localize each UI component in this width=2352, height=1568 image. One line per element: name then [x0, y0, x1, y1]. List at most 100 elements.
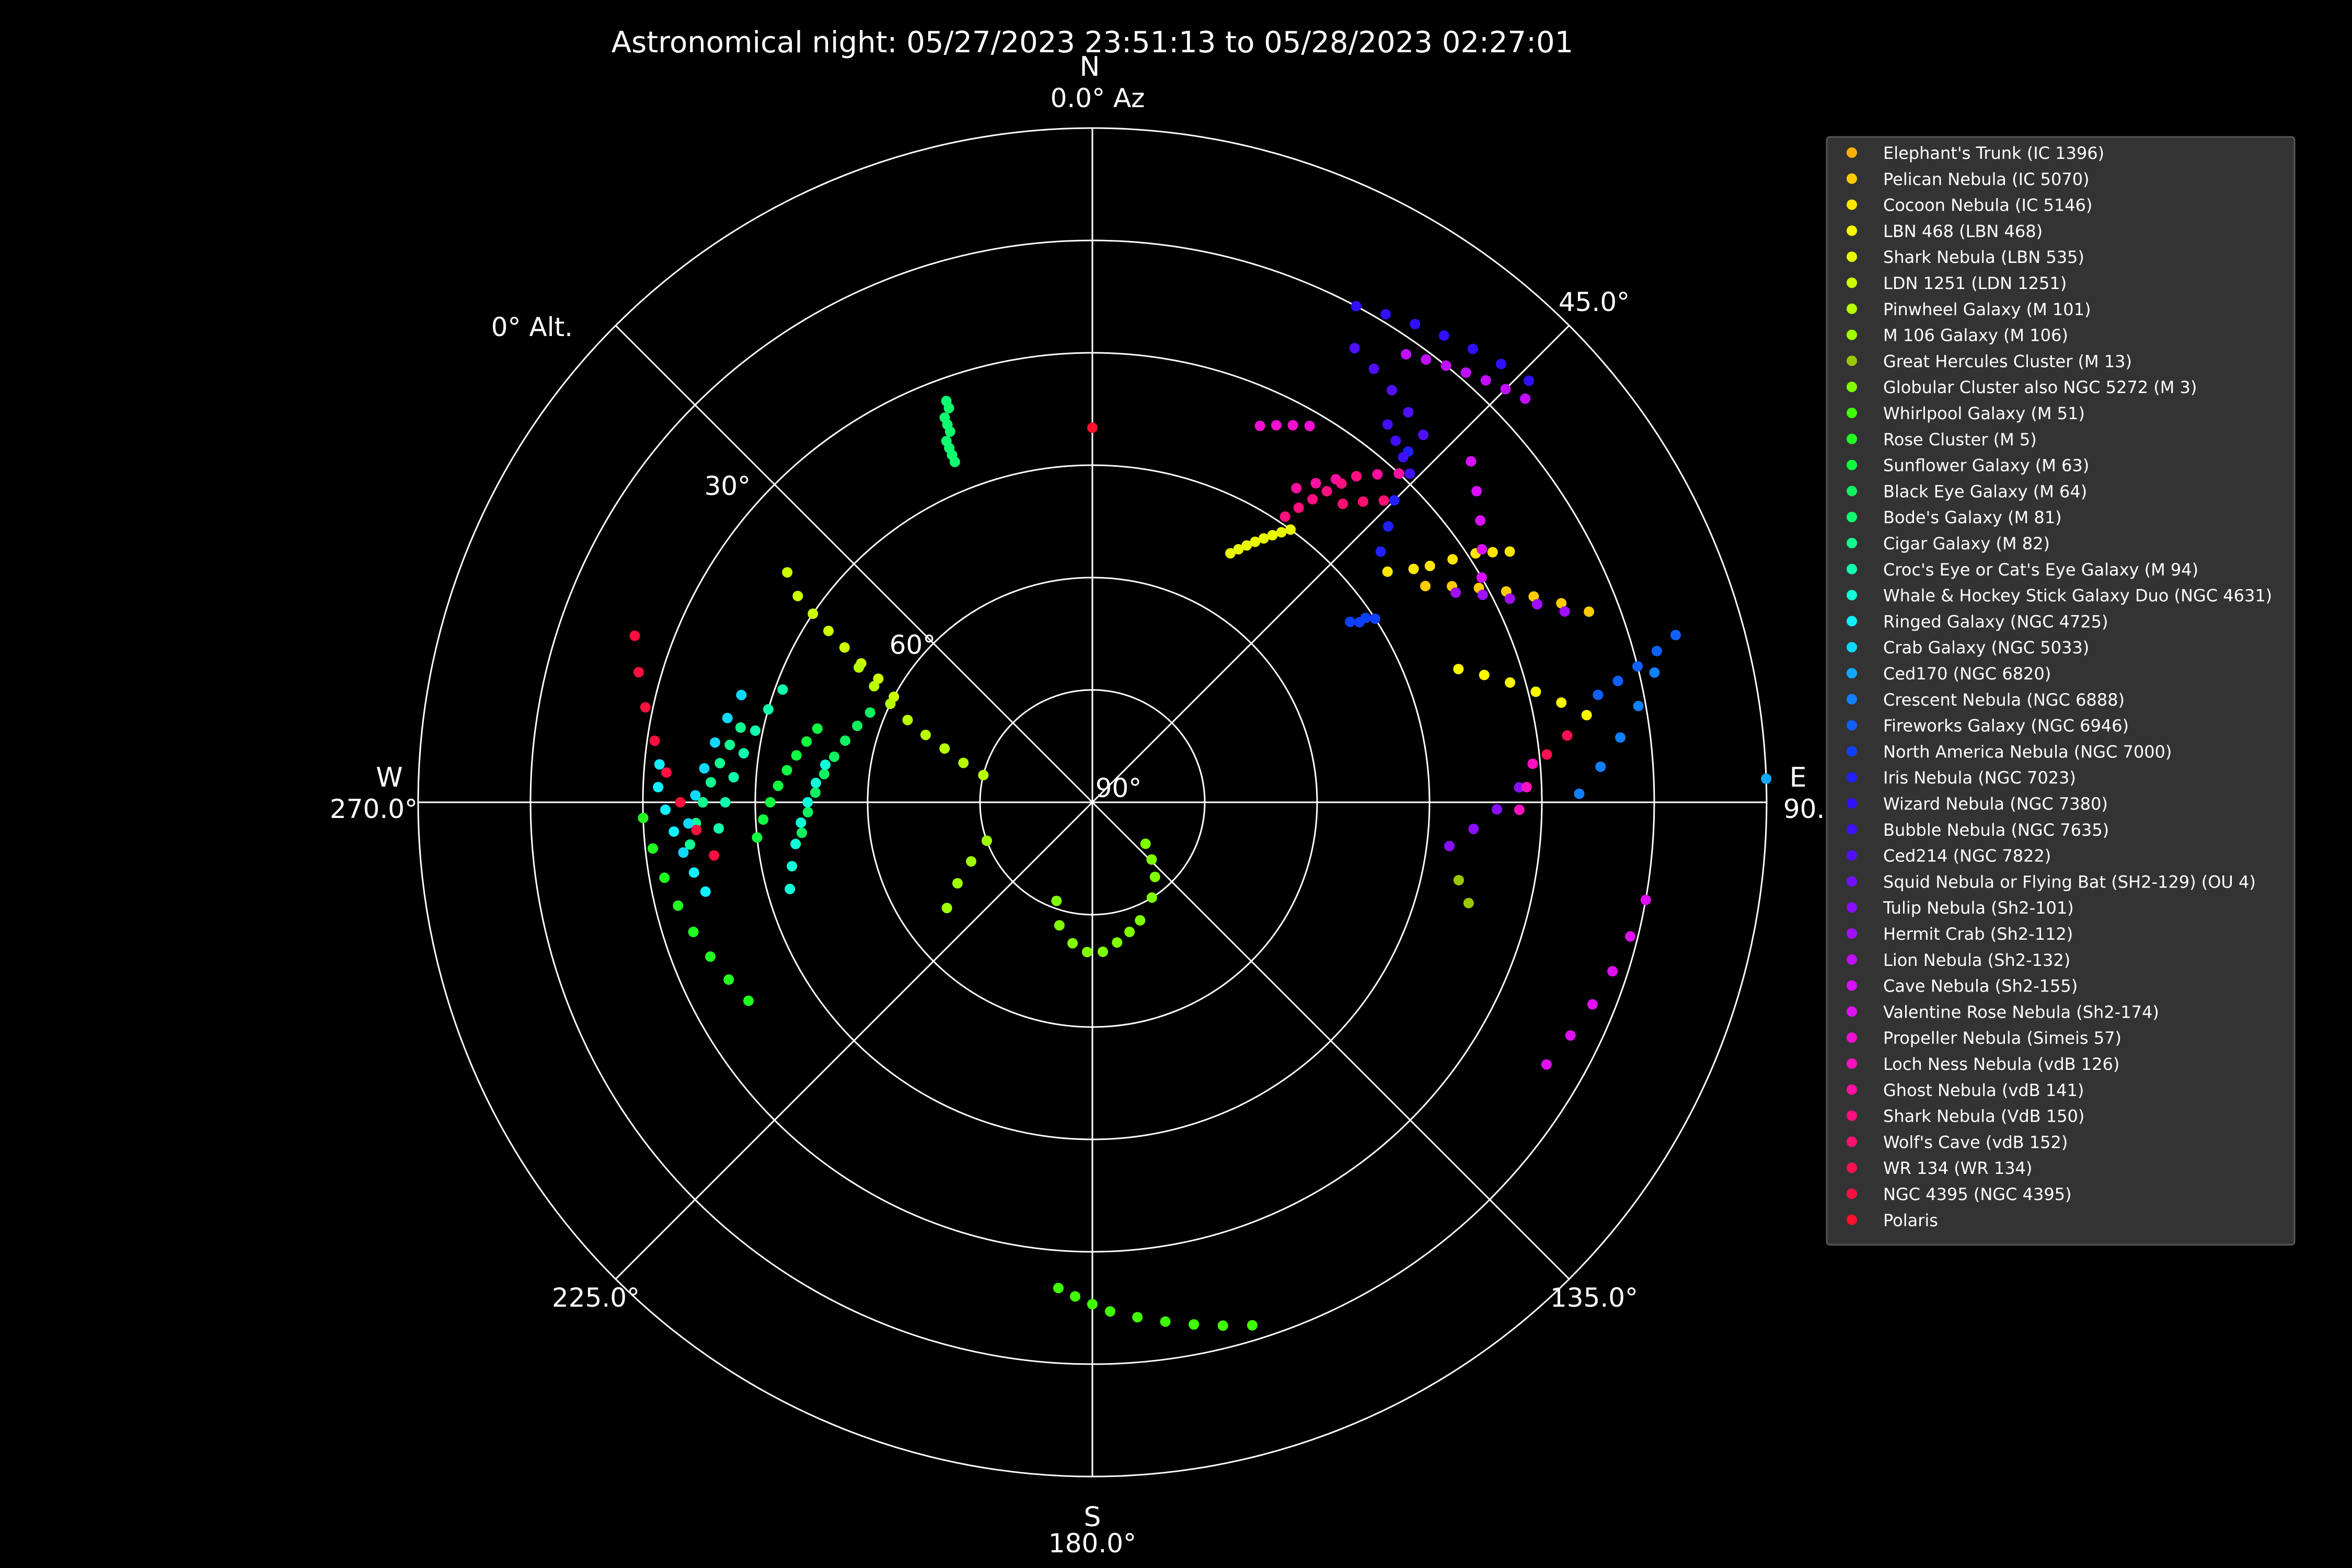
legend-marker	[1847, 1058, 1857, 1069]
data-point	[1051, 895, 1062, 906]
data-point	[823, 626, 834, 637]
data-point	[1310, 478, 1321, 489]
data-point	[1418, 430, 1428, 440]
data-point	[633, 667, 644, 678]
legend-entry: Rose Cluster (M 5)	[1883, 430, 2037, 449]
data-point	[1380, 309, 1391, 320]
legend-entry: Wizard Nebula (NGC 7380)	[1883, 794, 2108, 814]
data-point	[1124, 927, 1135, 937]
legend-marker	[1847, 303, 1857, 314]
data-point	[952, 878, 963, 889]
legend-entry: Tulip Nebula (Sh2-101)	[1883, 898, 2074, 918]
data-point	[1530, 686, 1541, 697]
data-point	[1160, 1316, 1171, 1327]
data-point	[941, 903, 952, 914]
data-point	[1293, 502, 1304, 513]
data-point	[1404, 468, 1415, 479]
data-point	[765, 797, 776, 808]
data-point	[1276, 527, 1287, 538]
data-point	[1480, 375, 1491, 386]
data-point	[1477, 544, 1488, 555]
legend-marker	[1847, 928, 1857, 939]
data-point	[1450, 587, 1461, 598]
legend-entry: Ced214 (NGC 7822)	[1883, 846, 2051, 866]
data-point	[869, 681, 880, 691]
legend-marker	[1847, 225, 1857, 236]
data-point	[1307, 494, 1318, 505]
legend-entry: M 106 Galaxy (M 106)	[1883, 326, 2068, 345]
data-point	[720, 797, 731, 808]
data-point	[1135, 915, 1146, 926]
altitude-tick-label: 60°	[890, 630, 936, 660]
data-point	[885, 698, 896, 709]
data-point	[820, 759, 831, 770]
data-point	[902, 714, 913, 725]
data-point	[1338, 499, 1348, 509]
legend-entry: Cave Nebula (Sh2-155)	[1883, 976, 2078, 996]
data-point	[781, 765, 792, 776]
azimuth-tick-label: 270.0°	[330, 794, 418, 824]
data-point	[808, 608, 818, 619]
data-point	[802, 807, 813, 817]
data-point	[1247, 1320, 1258, 1331]
data-point	[795, 817, 806, 828]
data-point	[691, 825, 702, 835]
data-point	[1372, 469, 1383, 480]
data-point	[1584, 606, 1595, 617]
data-point	[1581, 710, 1592, 721]
data-point	[1565, 1030, 1576, 1041]
cardinal-label: S	[1083, 1502, 1101, 1533]
data-point	[1140, 838, 1151, 849]
legend-marker	[1847, 486, 1857, 497]
data-point	[1487, 547, 1498, 558]
data-point	[688, 867, 699, 878]
data-point	[638, 813, 649, 823]
data-point	[1351, 301, 1362, 312]
legend-entry: Ced170 (NGC 6820)	[1883, 664, 2051, 684]
data-point	[939, 412, 950, 423]
data-point	[1479, 670, 1490, 681]
data-point	[1383, 521, 1394, 532]
data-point	[728, 772, 739, 782]
data-point	[653, 782, 664, 792]
legend-marker	[1847, 954, 1857, 965]
polar-grid	[417, 127, 1768, 1478]
data-point	[1105, 1306, 1115, 1317]
legend-entry: Squid Nebula or Flying Bat (SH2-129) (OU…	[1883, 872, 2256, 892]
data-point	[1541, 749, 1552, 760]
legend-marker	[1847, 590, 1857, 601]
legend-entry: Fireworks Galaxy (NGC 6946)	[1883, 716, 2129, 736]
data-point	[811, 778, 821, 788]
data-point	[1082, 947, 1092, 958]
data-point	[787, 861, 798, 872]
data-point	[1368, 363, 1379, 374]
data-point	[1098, 947, 1108, 957]
altitude-tick-label: 0° Alt.	[491, 312, 573, 342]
data-point	[668, 826, 679, 837]
legend-entry: Ringed Galaxy (NGC 4725)	[1883, 612, 2108, 631]
legend-marker	[1847, 772, 1857, 783]
data-point	[709, 850, 720, 861]
legend-marker	[1847, 1084, 1857, 1095]
data-point	[1087, 1299, 1098, 1310]
data-point	[1378, 495, 1389, 506]
data-point	[1556, 697, 1567, 708]
legend-entry: Black Eye Galaxy (M 64)	[1883, 481, 2087, 501]
data-point	[1241, 540, 1252, 551]
legend-entry: Great Hercules Cluster (M 13)	[1883, 351, 2132, 371]
azimuth-tick-label: 180.0°	[1048, 1528, 1136, 1559]
data-point	[790, 838, 801, 849]
data-point	[648, 843, 658, 854]
legend-entry: Ghost Nebula (vdB 141)	[1883, 1080, 2084, 1100]
data-point	[1574, 788, 1585, 799]
data-point	[1271, 420, 1282, 431]
data-point	[735, 722, 746, 733]
cardinal-label: W	[376, 762, 402, 793]
legend-marker	[1847, 850, 1857, 861]
data-point	[1670, 630, 1681, 640]
axis-tick-labels: 90°60°30°0° Alt.0.0° Az45.0°90.0°135.0°1…	[330, 51, 1854, 1559]
data-point	[1514, 782, 1525, 793]
data-point	[750, 725, 761, 736]
data-point	[1393, 468, 1404, 479]
